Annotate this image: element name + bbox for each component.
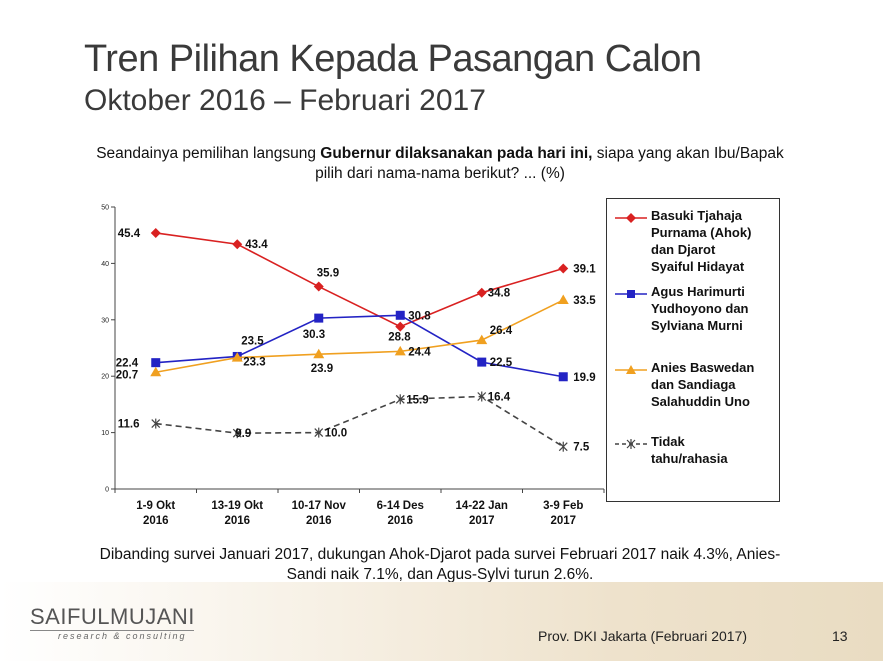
data-label-agus: 22.5 [490,357,513,369]
data-point-tidak [151,418,161,429]
data-label-anies: 26.4 [490,325,513,337]
legend-marker-ahok [615,213,647,223]
data-point-anies [557,294,569,305]
data-label-agus: 19.9 [573,372,595,384]
x-tick-label: 1-9 Okt [136,500,175,512]
data-label-ahok: 34.8 [488,288,511,300]
y-tick-label: 20 [101,374,109,381]
x-tick-label: 2016 [306,515,332,527]
legend-marker-agus [615,290,647,298]
data-label-ahok: 43.4 [245,239,268,251]
data-point-ahok [232,239,243,250]
legend-label-tidak: Tidak tahu/rahasia [651,434,728,466]
data-point-agus [558,372,568,382]
data-point-tidak [477,391,487,402]
data-label-ahok: 39.1 [573,263,596,275]
x-tick-label: 6-14 Des [377,500,424,512]
series-line-agus [155,314,564,378]
question-text-post: siapa yang akan Ibu/Bapak [592,145,784,162]
page-number: 13 [832,628,848,644]
legend-label-anies: Anies Baswedan dan Sandiaga Salahuddin U… [651,360,755,409]
data-label-tidak: 11.6 [118,419,140,431]
data-label-tidak: 9.9 [235,428,251,440]
data-point-ahok [476,287,487,298]
x-tick-label: 2016 [143,515,169,527]
x-tick-label: 2017 [550,515,576,527]
data-label-anies: 23.9 [311,363,333,375]
question-text-line2: pilih dari nama-nama berikut? ... (%) [315,165,565,182]
data-point-anies [476,334,488,345]
slide-subtitle: Oktober 2016 – Februari 2017 [84,84,486,117]
data-point-agus [151,358,161,368]
question-text-pre: Seandainya pemilihan langsung [96,145,321,162]
data-label-anies: 33.5 [573,295,596,307]
data-label-anies: 24.4 [408,346,431,358]
data-point-anies [313,348,325,359]
x-tick-label: 13-19 Okt [211,500,263,512]
conclusion-line1: Dibanding survei Januari 2017, dukungan … [99,546,781,563]
data-point-ahok [395,321,406,332]
data-label-agus: 23.5 [241,335,264,347]
data-label-ahok: 28.8 [388,332,411,344]
data-label-agus: 30.3 [303,329,325,341]
data-point-anies [231,352,243,362]
data-point-ahok [313,281,324,292]
company-logo: SAIFULMUJANI [30,604,195,629]
data-label-tidak: 7.5 [573,442,590,454]
data-point-agus [477,357,487,367]
data-label-ahok: 35.9 [317,268,339,280]
data-label-tidak: 10.0 [325,428,347,440]
data-point-ahok [558,263,569,274]
y-tick-label: 10 [101,430,109,437]
data-label-agus: 22.4 [116,358,139,370]
chart-legend: Basuki Tjahaja Purnama (Ahok) dan Djarot… [606,198,780,502]
data-label-tidak: 16.4 [488,392,511,404]
legend-label-agus: Agus Harimurti Yudhoyono dan Sylviana Mu… [651,284,749,333]
x-tick-label: 2016 [387,515,413,527]
survey-question: Seandainya pemilihan langsung Gubernur d… [40,144,840,184]
data-point-anies [394,345,406,356]
source-label: Prov. DKI Jakarta (Februari 2017) [538,628,748,644]
data-point-anies [150,366,162,377]
logo-divider [30,630,194,631]
footer-band [0,582,883,661]
conclusion-line2: Sandi naik 7.1%, dan Agus-Sylvi turun 2.… [286,566,594,583]
data-point-ahok [150,227,161,238]
data-label-anies: 23.3 [243,357,265,369]
series-line-tidak [155,395,564,448]
y-tick-label: 30 [101,317,109,324]
series-line-ahok [155,232,564,328]
y-tick-label: 50 [101,205,109,212]
conclusion-text: Dibanding survei Januari 2017, dukungan … [40,545,840,585]
series-line-anies [155,299,564,374]
legend-marker-anies [615,365,647,374]
data-point-agus [314,313,324,323]
data-label-ahok: 45.4 [118,228,141,240]
legend-marker-tidak [615,439,647,449]
question-text-bold: Gubernur dilaksanakan pada hari ini, [320,145,593,162]
x-tick-label: 2017 [469,515,495,527]
x-tick-label: 10-17 Nov [292,500,347,512]
data-label-anies: 20.7 [116,369,138,381]
trend-line-chart: 0 10 20 30 40 50 1-9 Okt 2016 13-19 Okt 2016 10-17… [101,205,605,527]
company-logo-subtext: research & consulting [58,631,187,641]
data-point-agus [395,310,405,320]
data-label-tidak: 15.9 [406,394,428,406]
x-tick-label: 14-22 Jan [456,500,508,512]
data-point-tidak [314,427,324,438]
data-point-tidak [232,428,242,439]
data-point-tidak [395,394,405,405]
legend-label-ahok: Basuki Tjahaja Purnama (Ahok) dan Djarot… [651,208,752,274]
y-tick-label: 0 [105,487,109,494]
data-label-agus: 30.8 [408,310,431,322]
slide-title: Tren Pilihan Kepada Pasangan Calon [84,38,702,80]
x-tick-label: 2016 [224,515,250,527]
x-tick-label: 3-9 Feb [543,500,583,512]
y-tick-label: 40 [101,261,109,268]
data-point-tidak [558,441,568,452]
